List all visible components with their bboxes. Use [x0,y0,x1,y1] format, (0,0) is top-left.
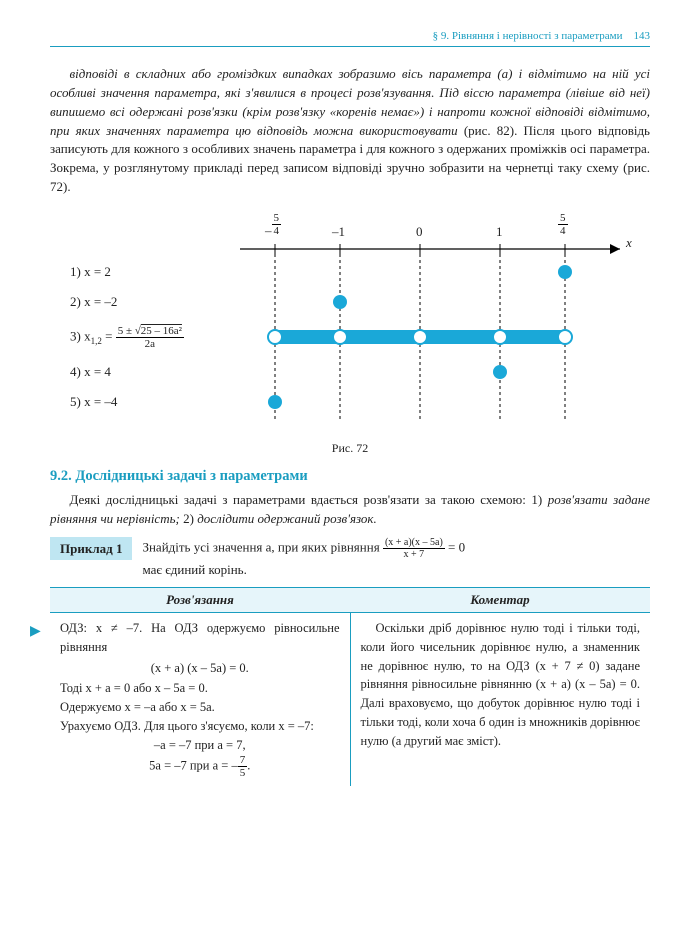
example-label: Приклад 1 [50,537,132,561]
section-title: § 9. Рівняння і нерівності з параметрами [433,30,623,42]
page-number: 143 [634,30,651,42]
row-3: 3) x1,2 = 5 ± √25 – 16a²2a [70,325,184,350]
page: § 9. Рівняння і нерівності з параметрами… [0,0,690,935]
columns-body: ▶ ОДЗ: x ≠ –7. На ОДЗ одержуємо рівносил… [50,613,650,785]
row-2: 2) x = –2 [70,294,117,310]
axis-label-x: x [626,235,632,251]
triangle-icon: ▶ [30,621,41,642]
p1-tail: Зокрема, у розглянутому прикладі перед з… [50,160,650,194]
diagram-caption: Рис. 72 [50,441,650,456]
columns-header: Розв'язання Коментар [50,587,650,613]
col-head-right: Коментар [350,588,650,612]
page-header: § 9. Рівняння і нерівності з параметрами… [50,30,650,42]
example-text: Знайдіть усі значення a, при яких рівнян… [142,537,650,580]
diagram-svg [50,207,650,437]
axis-label-p54: 54 [558,212,568,237]
paragraph-2: Деякі дослідницькі задачі з параметрами … [50,491,650,529]
axis-label-1: 1 [496,224,503,240]
row-5: 5) x = –4 [70,394,117,410]
subheading-92: 9.2. Дослідницькі задачі з параметрами [50,468,650,485]
diagram-72: –54 –1 0 1 54 x 1) x = 2 2) x = –2 3) x1… [50,207,650,437]
axis-label-m54: –54 [265,212,281,237]
col-head-left: Розв'язання [50,588,350,612]
row-1: 1) x = 2 [70,264,111,280]
example-1: Приклад 1 Знайдіть усі значення a, при я… [50,537,650,580]
row-4: 4) x = 4 [70,364,111,380]
solution-col: ▶ ОДЗ: x ≠ –7. На ОДЗ одержуємо рівносил… [50,613,351,785]
axis-label-m1: –1 [332,224,345,240]
header-rule [50,46,650,47]
axis-label-0: 0 [416,224,423,240]
comment-col: Оскільки дріб дорівнює нулю тоді і тільк… [351,613,651,785]
paragraph-1: відповіді в складних або громіздких випа… [50,65,650,197]
